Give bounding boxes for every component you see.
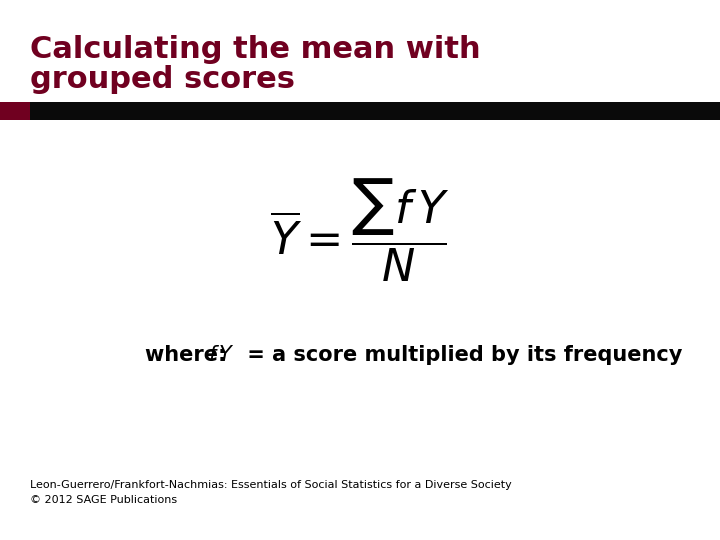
Text: $\overline{Y} = \dfrac{\sum f\,Y}{N}$: $\overline{Y} = \dfrac{\sum f\,Y}{N}$ <box>271 176 449 284</box>
Bar <box>0 102 30 120</box>
Text: grouped scores: grouped scores <box>30 65 295 94</box>
Text: $f\,Y$: $f\,Y$ <box>208 345 235 365</box>
Text: Leon-Guerrero/Frankfort-Nachmias: Essentials of Social Statistics for a Diverse : Leon-Guerrero/Frankfort-Nachmias: Essent… <box>30 480 512 490</box>
Text: Calculating the mean with: Calculating the mean with <box>30 35 481 64</box>
Text: where:: where: <box>145 345 233 365</box>
Text: © 2012 SAGE Publications: © 2012 SAGE Publications <box>30 495 177 505</box>
Text: = a score multiplied by its frequency: = a score multiplied by its frequency <box>240 345 683 365</box>
Bar <box>30 102 720 120</box>
